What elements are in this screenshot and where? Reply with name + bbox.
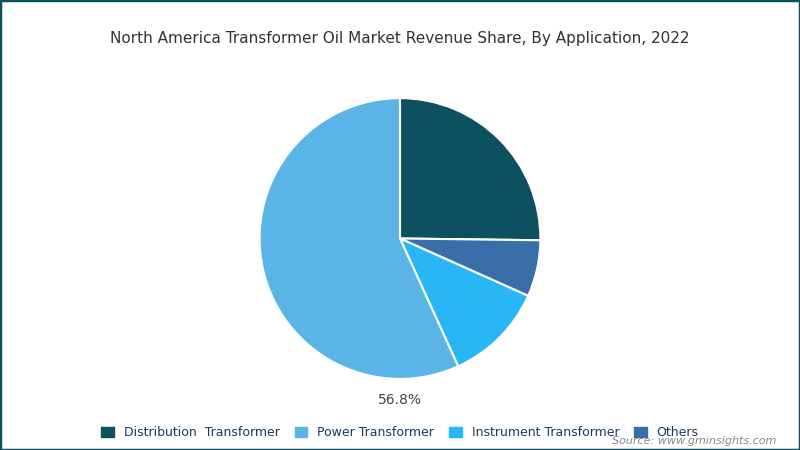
Legend: Distribution  Transformer, Power Transformer, Instrument Transformer, Others: Distribution Transformer, Power Transfor… xyxy=(102,426,698,439)
Wedge shape xyxy=(260,98,458,379)
Wedge shape xyxy=(400,98,540,240)
Wedge shape xyxy=(400,238,540,296)
Text: North America Transformer Oil Market Revenue Share, By Application, 2022: North America Transformer Oil Market Rev… xyxy=(110,32,690,46)
Text: Source: www.gminsights.com: Source: www.gminsights.com xyxy=(612,436,776,446)
Text: 56.8%: 56.8% xyxy=(378,393,422,408)
Wedge shape xyxy=(400,238,528,366)
